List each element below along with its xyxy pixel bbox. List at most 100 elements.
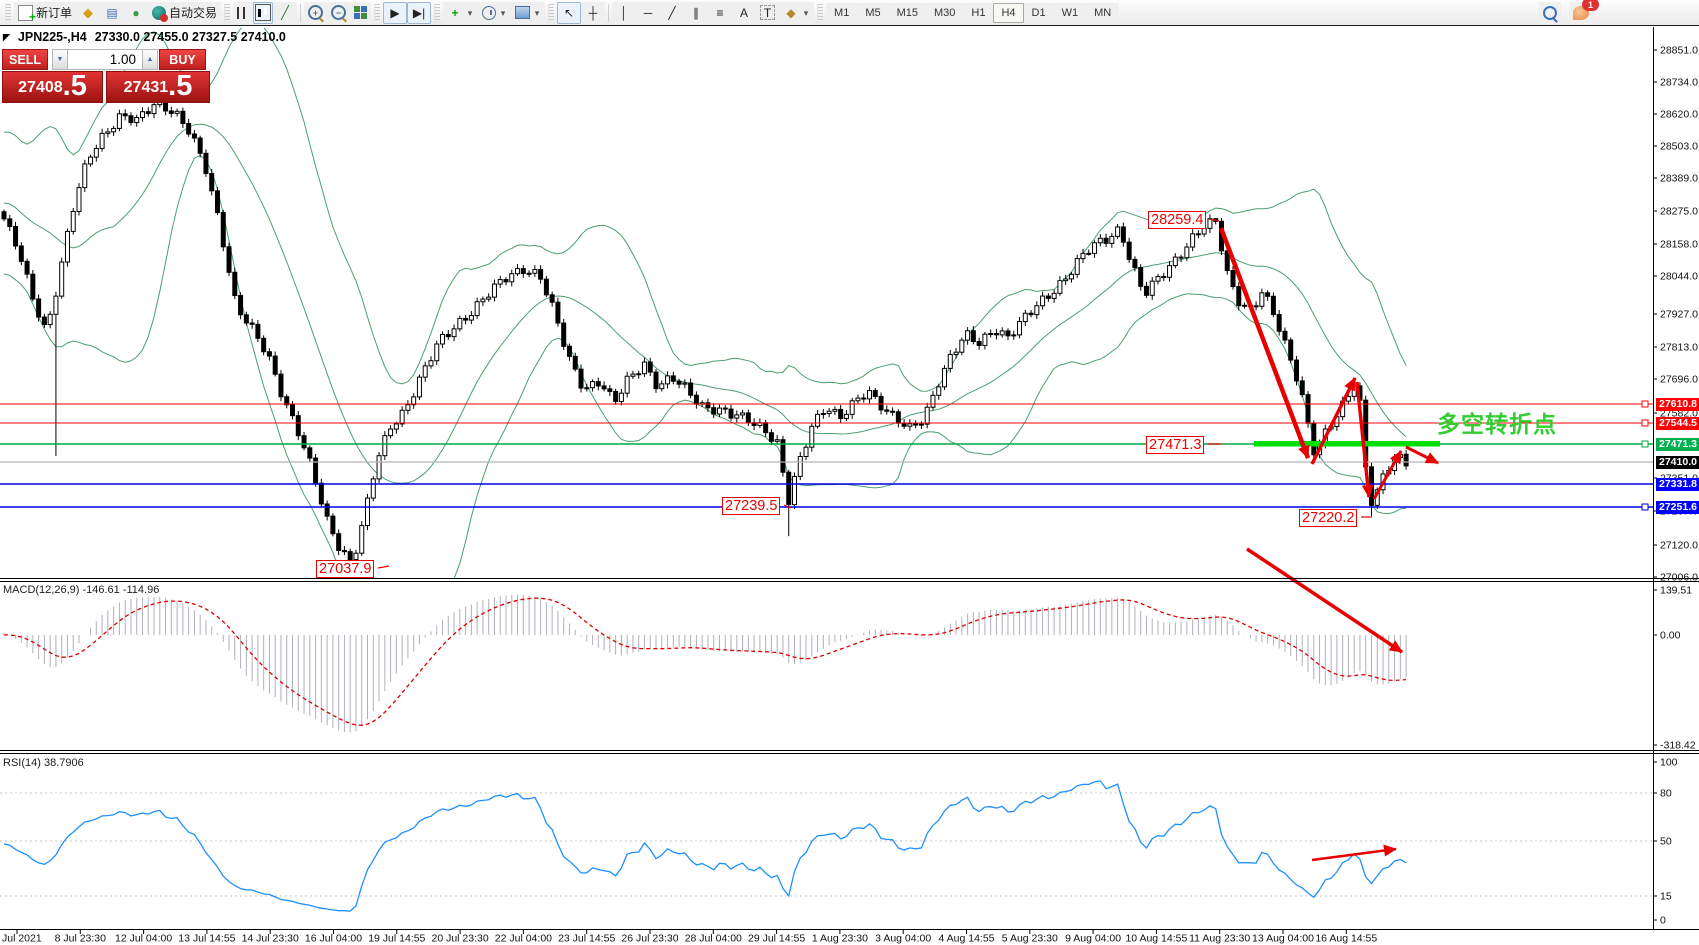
toolbar-grip[interactable]: [817, 3, 824, 22]
search-icon: [1543, 6, 1557, 20]
trendline-icon: ╱: [668, 5, 676, 20]
time-axis-label: 5 Aug 23:30: [1002, 933, 1058, 945]
time-axis-label: 4 Aug 14:55: [938, 933, 994, 945]
periods-button[interactable]: ▾: [478, 1, 512, 24]
auto-scroll-button[interactable]: ▶: [383, 1, 408, 24]
price-axis-tag: 27610.8: [1656, 397, 1699, 411]
auto-trading-button[interactable]: 自动交易: [148, 1, 222, 24]
eraser-icon: ◆: [83, 4, 94, 20]
auto-trading-label: 自动交易: [169, 6, 218, 20]
timeframe-W1[interactable]: W1: [1053, 2, 1087, 23]
sell-button[interactable]: SELL: [2, 49, 48, 70]
axis-tick-label: 28275.0: [1660, 206, 1698, 218]
price-flag: 27220.2: [1299, 509, 1358, 527]
toolbar-grip[interactable]: [548, 3, 555, 22]
search-button[interactable]: [1539, 2, 1561, 24]
time-axis-label: 1 Aug 23:30: [812, 933, 868, 945]
price-axis-tag: 27410.0: [1656, 455, 1699, 469]
price-flag: 28259.4: [1148, 211, 1207, 229]
toolbar-right-group: 1: [1539, 0, 1599, 26]
eraser-button[interactable]: ◆: [76, 1, 101, 24]
axis-tick-label: 139.51: [1660, 585, 1692, 597]
volume-decrease-button[interactable]: ▼: [52, 49, 68, 70]
chart-title: ◤ JPN225-,H4 27330.0 27455.0 27327.5 274…: [3, 30, 286, 44]
volume-input[interactable]: [68, 49, 142, 70]
time-axis-label: 11 Aug 23:30: [1189, 933, 1250, 945]
time-axis-label: 9 Aug 04:00: [1065, 933, 1121, 945]
toolbar-grip[interactable]: [224, 3, 231, 22]
notifications-button[interactable]: 1: [1569, 0, 1599, 24]
price-flag: 27239.5: [722, 497, 781, 515]
templates-icon: [515, 6, 531, 19]
crosshair-tool-button[interactable]: ┼: [581, 1, 606, 24]
zoom-out-button[interactable]: −: [327, 1, 351, 24]
equidistant-channel-tool[interactable]: ∥: [684, 1, 709, 24]
shapes-icon: ◆: [786, 5, 796, 20]
timeframe-M15[interactable]: M15: [888, 2, 926, 23]
text-label-tool[interactable]: T: [756, 1, 780, 24]
bar-chart-icon: [237, 6, 250, 19]
timeframe-M1[interactable]: M1: [826, 2, 858, 23]
fibonacci-icon: ≡: [716, 5, 724, 20]
tile-windows-button[interactable]: [350, 1, 372, 24]
axis-tick-label: 100: [1660, 757, 1678, 769]
trendline-tool[interactable]: ╱: [660, 1, 685, 24]
timeframe-M30[interactable]: M30: [926, 2, 964, 23]
text-tool[interactable]: A: [732, 1, 757, 24]
macd-header: MACD(12,26,9) -146.61 -114.96: [3, 584, 160, 596]
time-axis-label: 16 Jul 04:00: [305, 933, 362, 945]
horizontal-line-tool[interactable]: ─: [636, 1, 661, 24]
toolbar-grip[interactable]: [374, 3, 381, 22]
new-order-icon: [18, 4, 36, 25]
cursor-tool-button[interactable]: ↖: [557, 1, 582, 24]
one-click-trading-panel: SELL ▼ ▲ BUY 27408 .5 27431 .5: [2, 49, 211, 103]
chevron-down-icon: ▾: [500, 7, 506, 18]
chart-shift-button[interactable]: ▶|: [407, 1, 432, 24]
zoom-in-button[interactable]: +: [304, 1, 328, 24]
sell-price-frac: .5: [62, 70, 87, 102]
bar-chart-button[interactable]: [233, 1, 254, 24]
buy-price-box[interactable]: 27431 .5: [106, 71, 210, 103]
sell-price-box[interactable]: 27408 .5: [2, 71, 103, 103]
notification-badge: 1: [1582, 0, 1599, 11]
toolbar-grip[interactable]: [434, 3, 441, 22]
axis-tick-label: 28389.0: [1660, 173, 1698, 185]
auto-trading-icon: [152, 5, 169, 22]
web-request-button[interactable]: ●: [124, 1, 149, 24]
timeframe-M5[interactable]: M5: [857, 2, 889, 23]
chevron-down-icon: ▾: [534, 7, 540, 18]
timeframe-H1[interactable]: H1: [963, 2, 994, 23]
templates-button[interactable]: ▾: [511, 1, 546, 24]
new-order-button[interactable]: 新订单: [14, 1, 77, 25]
indicators-button[interactable]: + ▾: [443, 1, 479, 24]
toolbar-grip[interactable]: [5, 3, 11, 22]
candlestick-chart-button[interactable]: [253, 1, 274, 24]
cursor-icon: ↖: [564, 5, 575, 20]
axis-tick-label: 80: [1660, 788, 1672, 800]
price-axis-tag: 27251.6: [1656, 500, 1699, 514]
indicators-icon: +: [451, 5, 459, 20]
axis-tick-label: 27696.0: [1660, 374, 1698, 386]
price-flag: 27037.9: [316, 560, 375, 578]
price-axis-tag: 27471.3: [1656, 437, 1699, 451]
line-chart-button[interactable]: ╱: [273, 1, 298, 24]
fibonacci-tool[interactable]: ≡: [708, 1, 733, 24]
timeframe-D1[interactable]: D1: [1023, 2, 1054, 23]
axis-tick-label: 28044.0: [1660, 271, 1698, 283]
timeframe-H4[interactable]: H4: [993, 2, 1024, 23]
time-axis-label: 8 Jul 23:30: [55, 933, 107, 945]
vertical-line-tool[interactable]: │: [612, 1, 637, 24]
auto-scroll-icon: ▶: [390, 5, 400, 20]
axis-tick-label: 28851.0: [1660, 45, 1698, 57]
candlestick-icon: [255, 4, 272, 21]
timeframe-MN[interactable]: MN: [1086, 2, 1120, 23]
time-axis-label: 14 Jul 23:30: [242, 933, 299, 945]
buy-button[interactable]: BUY: [159, 49, 206, 70]
volume-increase-button[interactable]: ▲: [142, 49, 158, 70]
arrows-tool[interactable]: ◆ ▾: [779, 1, 815, 24]
clock-icon: [482, 5, 497, 20]
market-watch-button[interactable]: ▤: [100, 1, 125, 24]
tile-windows-icon: [354, 6, 368, 19]
time-axis-label: 26 Jul 23:30: [621, 933, 678, 945]
